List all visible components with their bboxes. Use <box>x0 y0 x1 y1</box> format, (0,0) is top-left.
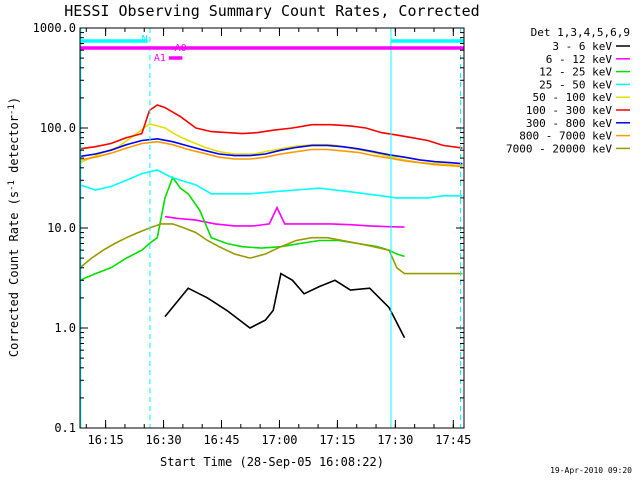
legend-header: Det 1,3,4,5,6,9 <box>531 26 630 39</box>
series-line-3 <box>79 169 463 199</box>
footer-timestamp: 19-Apr-2010 09:20 <box>550 466 632 475</box>
legend-label-4: 50 - 100 keV <box>533 91 613 104</box>
y-tick-label-3: 100.0 <box>40 121 76 135</box>
chart-title: HESSI Observing Summary Count Rates, Cor… <box>64 2 479 20</box>
series-line-8 <box>79 223 463 275</box>
legend-label-7: 800 - 7000 keV <box>519 130 612 143</box>
series-line-5 <box>79 104 463 150</box>
y-tick-label-1: 1.0 <box>54 321 76 335</box>
x-tick-label-6: 17:45 <box>435 433 471 447</box>
mode-label-N: N <box>142 34 148 45</box>
plot-frame <box>79 27 465 429</box>
mode-label-A1: A1 <box>154 53 166 64</box>
series-line-1 <box>164 205 405 228</box>
x-tick-label-5: 17:30 <box>377 433 413 447</box>
x-tick-label-1: 16:30 <box>145 433 181 447</box>
x-tick-label-2: 16:45 <box>203 433 239 447</box>
legend-label-1: 6 - 12 keV <box>546 53 613 66</box>
legend-label-8: 7000 - 20000 keV <box>506 142 612 155</box>
mode-label-A0: A0 <box>175 43 187 54</box>
y-axis-label: Corrected Count Rate (s-1 detector-1) <box>7 97 21 357</box>
series-line-6 <box>79 137 463 165</box>
x-axis-label: Start Time (28-Sep-05 16:08:22) <box>160 455 384 469</box>
plot-area: N A0 A1 <box>79 28 464 428</box>
series-line-4 <box>79 123 463 167</box>
x-tick-label-3: 17:00 <box>261 433 297 447</box>
legend-label-2: 12 - 25 keV <box>539 66 612 79</box>
series-line-0 <box>164 272 406 339</box>
axes: 0.1 1.0 10.0 100.0 1000.0 16:15 16:30 16:45 17:0… <box>33 21 472 447</box>
legend-label-3: 25 - 50 keV <box>539 78 612 91</box>
x-tick-label-4: 17:15 <box>319 433 355 447</box>
series-line-7 <box>79 140 463 168</box>
legend-label-0: 3 - 6 keV <box>552 40 612 53</box>
legend-label-6: 300 - 800 keV <box>526 117 612 130</box>
y-tick-label-0: 0.1 <box>54 421 76 435</box>
y-tick-label-4: 1000.0 <box>33 21 76 35</box>
legend-label-5: 100 - 300 keV <box>526 104 612 117</box>
y-tick-label-2: 10.0 <box>47 221 76 235</box>
x-tick-label-0: 16:15 <box>88 433 124 447</box>
